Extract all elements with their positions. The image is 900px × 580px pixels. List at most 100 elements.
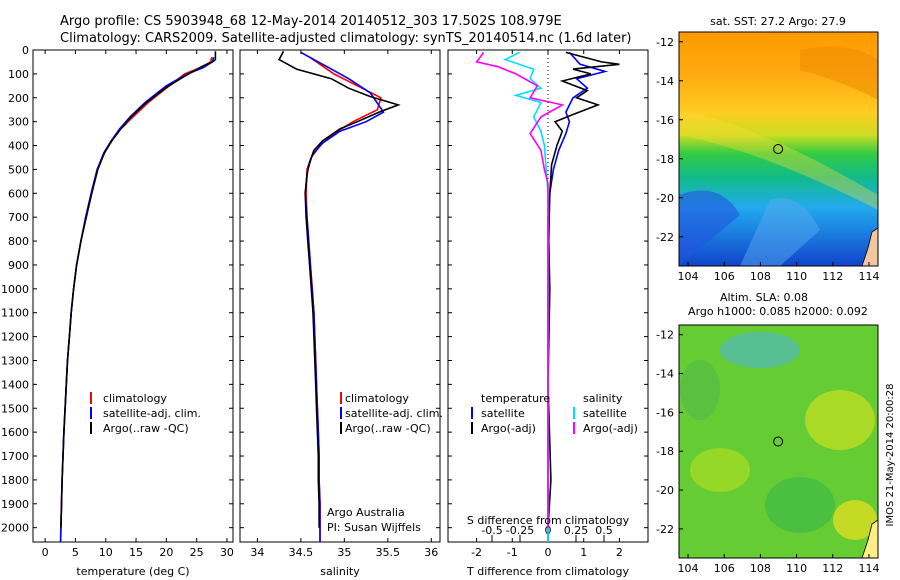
- depth-tick-label: 1500: [1, 402, 29, 415]
- sla-frame: [678, 324, 879, 559]
- argo-australia-label: Argo Australia: [327, 506, 405, 519]
- depth-tick-label: 500: [8, 163, 29, 176]
- x-tick-label: -2: [471, 546, 482, 559]
- sla-high-patch: [805, 390, 875, 450]
- map-lon-label: 104: [678, 562, 699, 575]
- legend-s-satellite: satellite: [583, 407, 627, 420]
- series-line-argo-raw-qc-: [278, 50, 401, 528]
- map-lat-label: -14: [656, 368, 674, 381]
- s-tick-label: 0.25: [564, 524, 589, 537]
- pi-label: PI: Susan Wijffels: [327, 521, 421, 534]
- t-difference-xlabel: T difference from climatology: [466, 565, 629, 578]
- depth-tick-label: 1800: [1, 474, 29, 487]
- difference-legend-temperature: temperature satellite Argo(-adj): [471, 392, 550, 435]
- x-tick-label: 0: [545, 546, 552, 559]
- map-lon-label: 108: [750, 562, 771, 575]
- sst-hot-patch: [800, 46, 878, 100]
- series-line-argo-raw-qc-: [60, 51, 217, 528]
- map-lat-label: -16: [656, 114, 674, 127]
- legend-argo: Argo(..raw -QC): [345, 422, 431, 435]
- depth-tick-label: 300: [8, 116, 29, 129]
- depth-tick-label: 1100: [1, 307, 29, 320]
- depth-tick-label: 1900: [1, 498, 29, 511]
- map-lon-label: 114: [858, 562, 879, 575]
- sst-axes: -12 -14 -16 -18 -20 -22 104 106 108 110 112 114: [656, 36, 879, 283]
- sst-frame: [678, 31, 879, 267]
- depth-tick-label: 1700: [1, 450, 29, 463]
- salinity-axes: [239, 49, 441, 543]
- x-tick-label: 5: [72, 546, 79, 559]
- map-lon-label: 108: [750, 270, 771, 283]
- sla-land: [861, 519, 878, 558]
- depth-tick-label: 0: [22, 44, 29, 57]
- series-line-salinity-argo-adj-: [475, 51, 565, 528]
- map-lon-label: 110: [786, 270, 807, 283]
- series-line-satellite-adj-clim-: [300, 51, 385, 542]
- map-lat-label: -22: [656, 523, 674, 536]
- map-lon-label: 112: [822, 562, 843, 575]
- map-lon-label: 112: [822, 270, 843, 283]
- x-tick-label: 15: [129, 546, 143, 559]
- depth-tick-label: 800: [8, 235, 29, 248]
- temperature-x-axis: 0 5 10 15 20 25 30: [42, 50, 234, 559]
- salinity-legend: climatology satellite-adj. clim. Argo(..…: [340, 392, 443, 435]
- sst-title: sat. SST: 27.2 Argo: 27.9: [710, 15, 846, 28]
- sla-map-panel: Altim. SLA: 0.08 Argo h1000: 0.085 h2000…: [656, 291, 879, 575]
- s-difference-xlabel: S difference from climatology: [467, 514, 630, 527]
- depth-tick-label: 1600: [1, 426, 29, 439]
- x-tick-label: 20: [159, 546, 173, 559]
- legend-salinity-title: salinity: [583, 392, 623, 405]
- x-tick-label: 34.5: [289, 546, 314, 559]
- depth-tick-label: 400: [8, 140, 29, 153]
- legend-argo: Argo(..raw -QC): [103, 422, 189, 435]
- depth-tick-label: 200: [8, 92, 29, 105]
- sla-low-patch-3: [680, 360, 720, 420]
- sst-land: [861, 227, 878, 266]
- legend-climatology: climatology: [345, 392, 409, 405]
- x-tick-label: 30: [220, 546, 234, 559]
- map-lat-label: -12: [656, 329, 674, 342]
- header-line1: Argo profile: CS 5903948_68 12-May-2014 …: [60, 14, 562, 29]
- x-tick-label: 2: [616, 546, 623, 559]
- map-lat-label: -14: [656, 75, 674, 88]
- x-tick-label: 36: [424, 546, 438, 559]
- sst-argo-marker: [773, 144, 784, 155]
- sst-warm-band: [679, 110, 878, 210]
- map-lat-label: -20: [656, 484, 674, 497]
- sla-title2: Argo h1000: 0.085 h2000: 0.092: [688, 305, 868, 318]
- sla-argo-marker: [773, 436, 784, 447]
- imos-stamp: IMOS 21-May-2014 20:00:28: [885, 384, 896, 527]
- salinity-panel: 34 34.5 35 35.5 36 salinity climatology sate…: [239, 49, 443, 578]
- sla-high-patch-3: [833, 500, 877, 540]
- map-lat-label: -22: [656, 231, 674, 244]
- difference-lines: [475, 51, 620, 542]
- map-lat-label: -16: [656, 406, 674, 419]
- depth-tick-label: 2000: [1, 522, 29, 535]
- legend-satellite: satellite-adj. clim.: [345, 407, 443, 420]
- series-line-temperature-argo-adj-: [547, 51, 620, 528]
- legend-t-satellite: satellite: [481, 407, 525, 420]
- x-tick-label: 25: [190, 546, 204, 559]
- difference-legend-salinity: salinity satellite Argo(-adj): [573, 392, 638, 435]
- x-tick-label: -1: [507, 546, 518, 559]
- x-tick-label: 10: [99, 546, 113, 559]
- sst-cool-patch: [740, 198, 820, 266]
- map-lon-label: 114: [858, 270, 879, 283]
- depth-tick-label: 1200: [1, 331, 29, 344]
- sla-title1: Altim. SLA: 0.08: [720, 291, 808, 304]
- temperature-panel: 0100200300400500600700800900100011001200…: [1, 44, 234, 578]
- depth-tick-label: 1000: [1, 283, 29, 296]
- sst-cold-patch: [679, 190, 740, 266]
- depth-tick-label: 1400: [1, 378, 29, 391]
- x-tick-label: 1: [580, 546, 587, 559]
- depth-tick-label: 900: [8, 259, 29, 272]
- salinity-xlabel: salinity: [320, 565, 360, 578]
- legend-s-argo: Argo(-adj): [583, 422, 638, 435]
- map-lon-label: 106: [714, 270, 735, 283]
- salinity-lines: [278, 50, 401, 542]
- map-lon-label: 110: [786, 562, 807, 575]
- depth-tick-label: 600: [8, 187, 29, 200]
- depth-tick-label: 700: [8, 211, 29, 224]
- series-line-salinity-satellite: [503, 51, 549, 542]
